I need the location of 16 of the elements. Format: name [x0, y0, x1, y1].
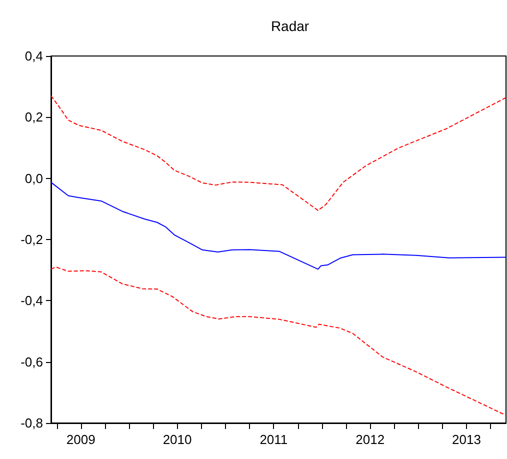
x-tick-label: 2010: [162, 432, 192, 447]
line-series: [50, 95, 506, 211]
y-tick-label: -0,4: [20, 293, 43, 308]
y-tick-label: -0,6: [20, 354, 43, 370]
y-tick-label: 0,0: [24, 170, 43, 186]
x-tick-label: 2012: [356, 432, 385, 447]
chart-title: Radar: [270, 18, 310, 34]
y-tick-label: 0,4: [24, 48, 43, 64]
line-series: [50, 266, 506, 416]
y-tick-label: -0,8: [20, 416, 43, 430]
y-tick-label: 0,2: [24, 110, 43, 125]
x-tick-label: 2011: [260, 432, 288, 447]
x-tick-label: 2013: [452, 432, 481, 447]
y-tick-label: -0,2: [20, 232, 43, 247]
x-tick-label: 2009: [66, 432, 96, 447]
line-series: [50, 182, 506, 270]
